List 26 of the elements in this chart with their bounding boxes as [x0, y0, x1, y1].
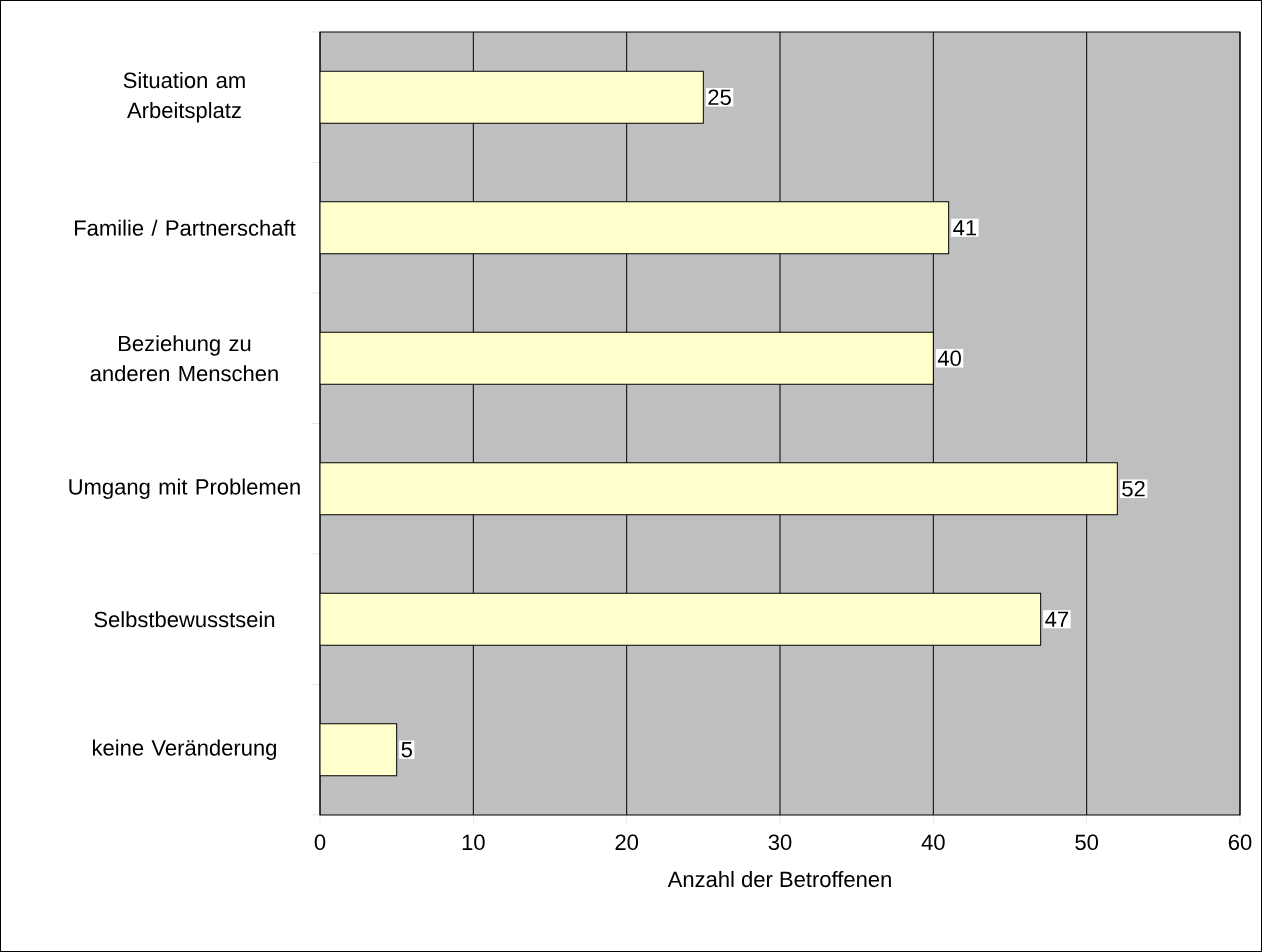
x-tick-label: 50: [1075, 834, 1099, 851]
y-tick-label: Beziehung zu anderen Menschen: [90, 335, 278, 382]
bar: [320, 331, 934, 385]
x-tick-label: 40: [921, 834, 945, 851]
x-axis-title: Anzahl der Betroffenen: [667, 870, 891, 888]
data-label: 5: [401, 742, 412, 758]
data-label: 40: [937, 350, 961, 367]
x-tick-label: 20: [615, 834, 639, 851]
y-tick-label: Situation am Arbeitsplatz: [123, 71, 245, 123]
y-tick-label: keine Veränderung: [93, 739, 276, 760]
data-label: 25: [708, 89, 731, 106]
bar: [320, 723, 398, 777]
data-label: 52: [1122, 480, 1145, 497]
x-tick-label: 60: [1228, 834, 1252, 851]
y-tick-label: Familie / Partnerschaft: [75, 219, 296, 236]
bar: [320, 592, 1042, 646]
data-label: 47: [1045, 611, 1069, 627]
bar: [320, 201, 950, 255]
x-tick-label: 0: [314, 834, 326, 851]
x-tick-label: 10: [462, 834, 485, 851]
bar: [320, 70, 704, 124]
y-tick-label: Selbstbewusstsein: [94, 611, 275, 628]
bar: [320, 462, 1118, 516]
x-tick-label: 30: [768, 834, 792, 851]
y-tick-label: Umgang mit Problemen: [69, 478, 300, 499]
data-label: 41: [953, 220, 977, 236]
